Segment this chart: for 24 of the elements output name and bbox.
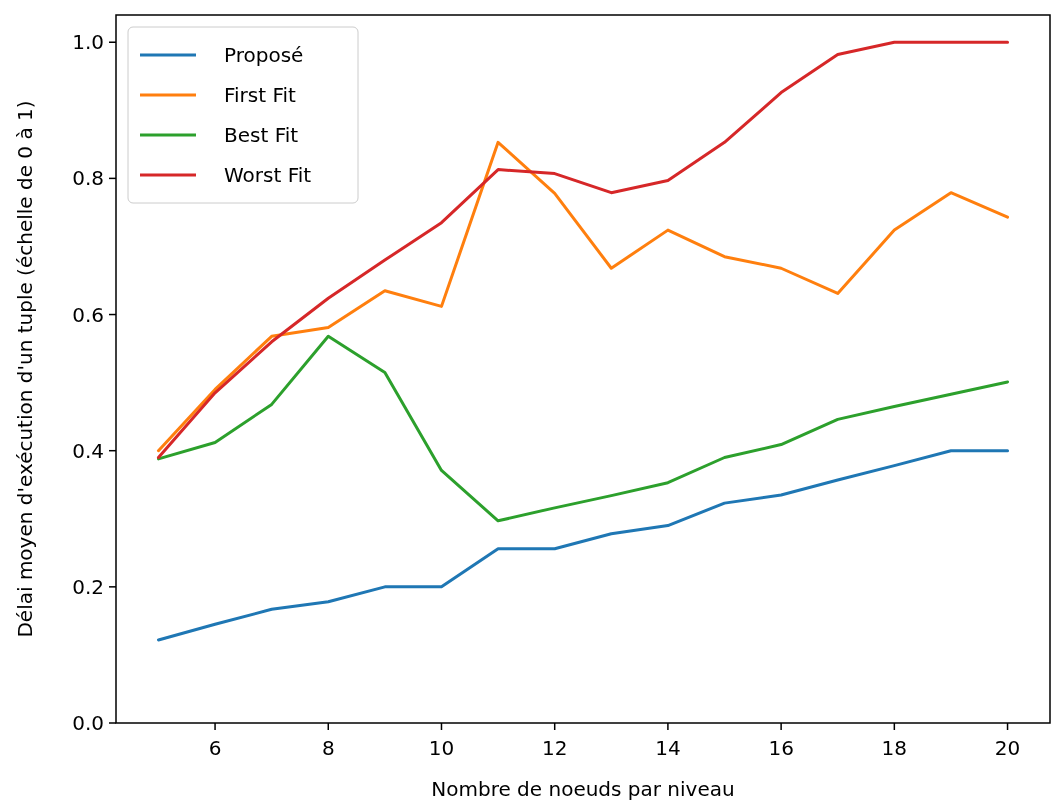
x-tick-label: 10	[428, 736, 455, 760]
line-series	[156, 140, 1010, 453]
y-tick-label: 0.0	[72, 711, 104, 735]
legend-label: Best Fit	[224, 123, 299, 147]
line-series	[156, 334, 1010, 523]
legend-label: Worst Fit	[224, 163, 312, 187]
x-axis-title: Nombre de noeuds par niveau	[431, 777, 735, 801]
legend-label: Proposé	[224, 43, 304, 67]
y-tick-label: 0.4	[72, 438, 104, 463]
line-series	[156, 40, 1010, 459]
legend-label: First Fit	[224, 83, 297, 107]
line-series	[156, 449, 1010, 642]
x-tick-label: 6	[208, 736, 222, 760]
y-tick-label: 0.8	[72, 166, 104, 191]
x-tick-label: 8	[321, 736, 335, 760]
y-tick-label: 0.6	[72, 302, 104, 327]
y-tick-label: 1.0	[72, 30, 104, 55]
x-tick-label: 12	[541, 736, 568, 760]
x-tick-label: 16	[768, 736, 794, 760]
x-tick-label: 20	[994, 736, 1021, 760]
x-tick-label: 14	[655, 736, 681, 760]
x-tick-label: 18	[881, 736, 908, 760]
y-axis-title: Délai moyen d'exécution d'un tuple (échelle de 0 à 1)	[13, 100, 37, 638]
y-tick-label: 0.2	[72, 574, 104, 599]
